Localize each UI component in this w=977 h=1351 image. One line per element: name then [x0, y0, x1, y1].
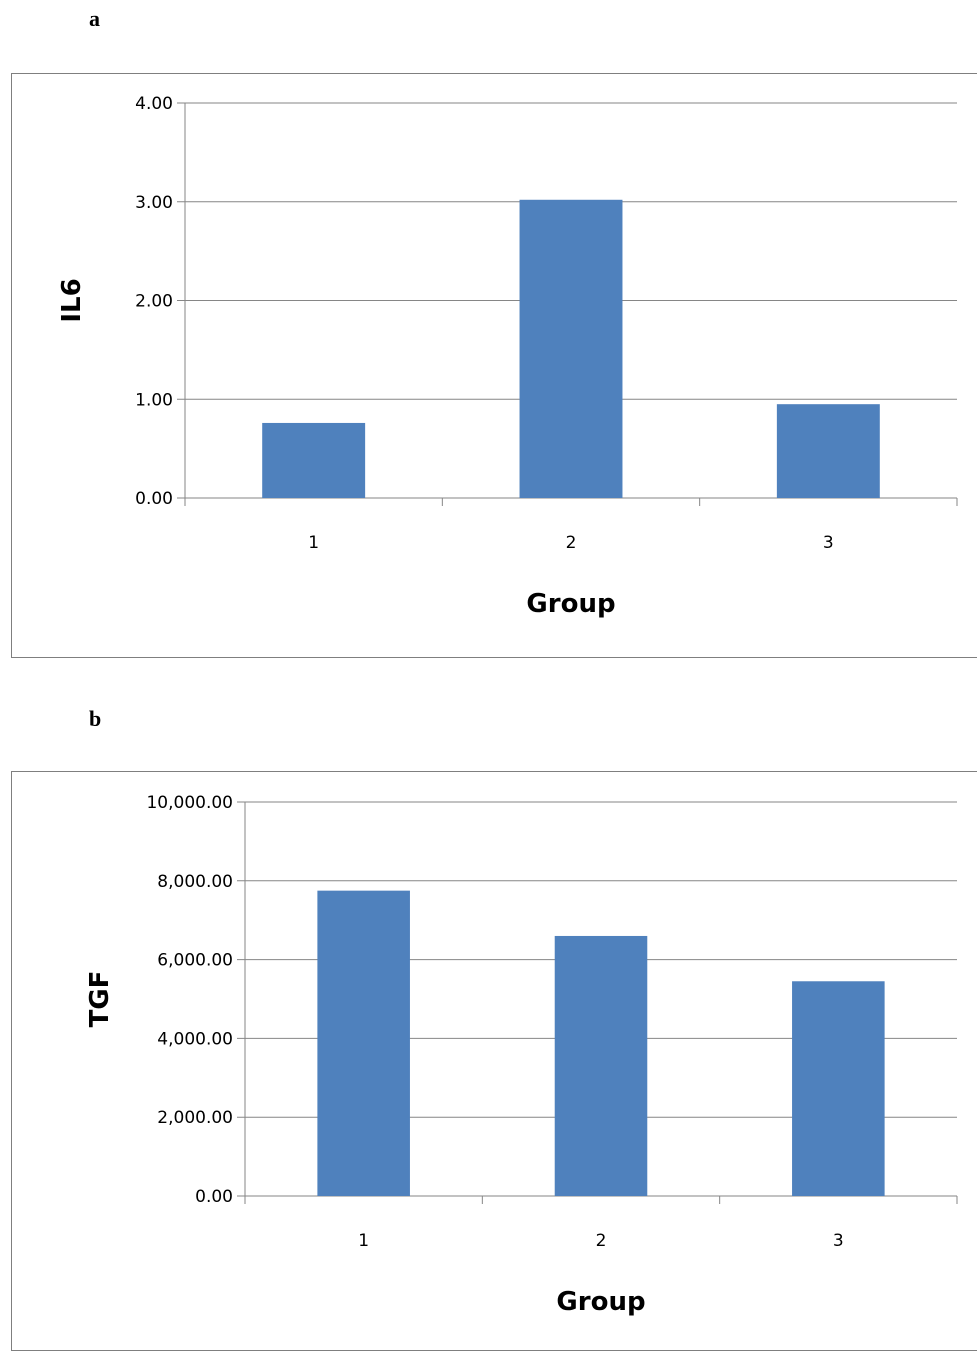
- y-tick-label: 2.00: [135, 292, 173, 312]
- x-tick-label: 1: [358, 1231, 369, 1251]
- bar-group-2: [554, 935, 648, 1196]
- y-tick-label: 8,000.00: [157, 872, 233, 892]
- bar-group-3: [776, 404, 880, 498]
- y-tick-label: 4,000.00: [157, 1029, 233, 1049]
- y-tick-label: 6,000.00: [157, 951, 233, 971]
- y-axis-title: IL6: [57, 278, 87, 322]
- x-tick-label: 3: [823, 533, 834, 553]
- x-axis-title: Group: [526, 589, 615, 619]
- x-axis-title: Group: [556, 1287, 645, 1317]
- bar-group-1: [317, 890, 410, 1196]
- panel-b-label: b: [89, 706, 102, 731]
- bar-group-1: [262, 422, 366, 498]
- y-tick-label: 1.00: [135, 390, 173, 410]
- x-tick-label: 2: [596, 1231, 607, 1251]
- y-tick-label: 10,000.00: [146, 793, 233, 813]
- y-axis-title: TGF: [85, 971, 115, 1028]
- y-tick-label: 0.00: [195, 1187, 233, 1207]
- bar-group-3: [792, 981, 885, 1196]
- chart-a: 0.00 1.00 2.00 3.00 4.00 1 2 3 Group IL6: [57, 94, 958, 619]
- panel-a-label: a: [89, 6, 100, 31]
- x-tick-label: 2: [566, 533, 577, 553]
- x-tick-label: 1: [308, 533, 319, 553]
- y-tick-label: 4.00: [135, 94, 173, 114]
- bar-group-2: [519, 199, 623, 498]
- x-tick-label: 3: [833, 1231, 844, 1251]
- y-tick-label: 0.00: [135, 489, 173, 509]
- chart-a-frame: [11, 73, 977, 658]
- y-tick-label: 3.00: [135, 193, 173, 213]
- y-tick-label: 2,000.00: [157, 1108, 233, 1128]
